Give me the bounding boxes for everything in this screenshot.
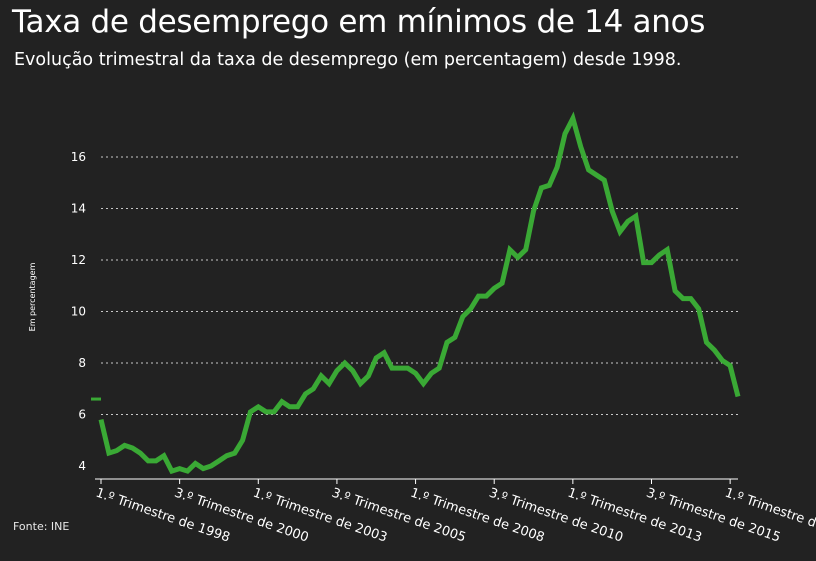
x-tick-label: 1.º Trimestre de 1998: [94, 486, 232, 546]
series-layer: [98, 111, 741, 475]
x-tick-label: 1.º Trimestre de 2003: [251, 486, 389, 546]
y-tick-label: 6: [78, 408, 86, 422]
x-tick-label: 3.º Trimestre de 2015: [644, 486, 782, 546]
y-axis-ticks: 4 6 8 10 12 14 16: [71, 150, 86, 473]
x-tick-label: 3.º Trimestre de 2010: [487, 486, 625, 546]
chart-subtitle: Evolução trimestral da taxa de desempreg…: [14, 50, 682, 70]
y-tick-label: 4: [78, 459, 86, 473]
y-tick-label: 14: [71, 202, 86, 216]
series-line: [98, 111, 741, 475]
x-tick-label: 1.º Trimestre de 2013: [566, 486, 704, 546]
grid: [101, 156, 740, 415]
y-tick-label: 12: [71, 253, 86, 267]
y-tick-label: 10: [71, 305, 86, 319]
x-tick-label: 3.º Trimestre de 2000: [172, 486, 310, 546]
y-axis-label: Em percentagem: [28, 262, 37, 331]
y-tick-label: 8: [78, 356, 86, 370]
source-note: Fonte: INE: [13, 520, 70, 533]
chart-title: Taxa de desemprego em mínimos de 14 anos: [12, 4, 706, 40]
y-tick-label: 16: [71, 150, 86, 164]
x-tick-label: 3.º Trimestre de 2005: [330, 486, 468, 546]
x-tick-label: 1.º Trimestre de 2008: [408, 486, 546, 546]
